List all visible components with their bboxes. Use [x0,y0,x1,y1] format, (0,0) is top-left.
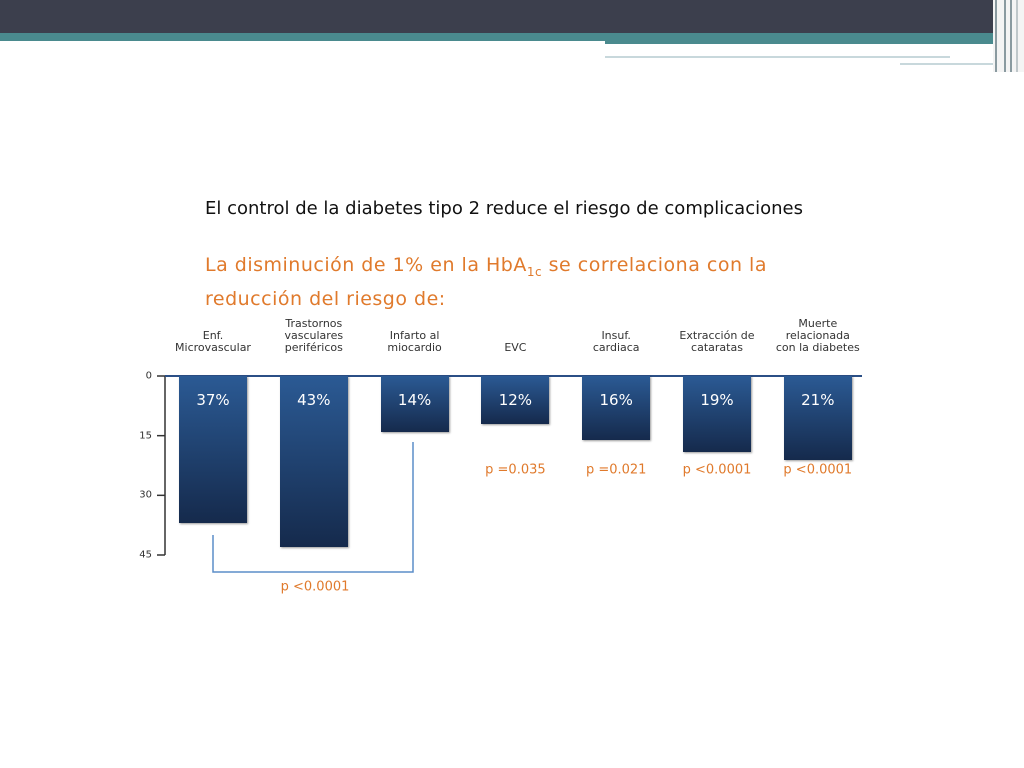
y-tick-label: 45 [139,549,152,561]
value-label: 19% [700,391,734,409]
x-tick-label: Trastornos vasculares periféricos [284,317,344,354]
subtitle-subscript: 1c [526,264,543,279]
p-value-label: p <0.0001 [783,462,853,478]
bar [481,376,550,424]
chart-subtitle: La disminución de 1% en la HbA1c se corr… [205,252,805,313]
value-label: 37% [196,391,230,409]
bar [683,376,751,452]
y-tick-label: 15 [139,430,152,442]
subtitle-text: se correlaciona con la reducción del rie… [205,254,767,310]
y-tick-label: 0 [145,370,152,382]
bar [179,376,247,524]
value-label: 14% [397,391,432,409]
subtitle-text: La disminución de 1% en la HbA [205,254,527,276]
x-tick-label: EVC [504,341,527,354]
value-label: 16% [599,391,633,409]
p-value-label: p =0.035 [485,462,546,478]
y-tick-label: 30 [139,489,152,501]
p-value-label: p =0.021 [585,462,647,478]
bar [279,376,348,548]
bar [380,376,449,432]
p-value-label: p <0.0001 [682,462,752,478]
x-tick-label: Infarto al miocardio [387,329,442,354]
chart-title: El control de la diabetes tipo 2 reduce … [205,198,803,219]
x-tick-label: Enf. Microvascular [175,329,251,354]
bar [783,376,852,460]
x-tick-label: Extracción de cataratas [679,329,755,354]
value-label: 12% [498,391,533,409]
bracket-label: p <0.0001 [280,579,350,595]
value-label: 43% [297,391,331,409]
bar [582,376,651,440]
value-label: 21% [801,391,835,409]
x-tick-label: Insuf. cardiaca [592,329,640,354]
x-tick-label: Muerte relacionada con la diabetes [775,317,860,354]
